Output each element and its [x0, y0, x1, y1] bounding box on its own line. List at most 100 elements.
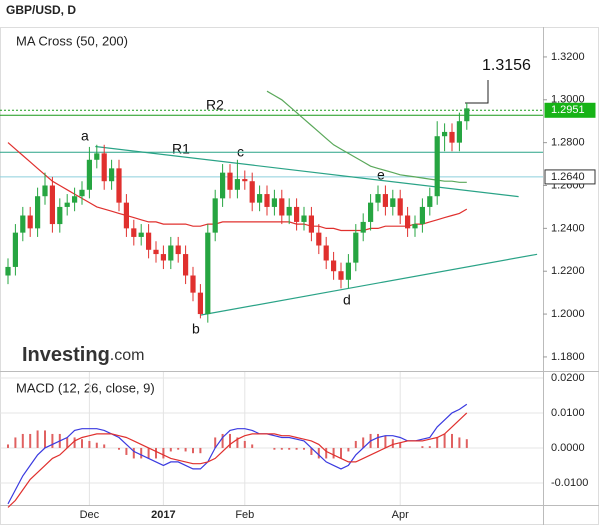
indicator-title: MA Cross (50, 200)	[16, 33, 128, 48]
candle-body	[168, 245, 174, 261]
candle-body	[57, 206, 63, 225]
histogram-bar	[288, 447, 291, 450]
histogram-bar	[177, 447, 180, 450]
y-tick-label: 0.0200	[551, 372, 585, 384]
annotation: e	[377, 167, 385, 183]
y-tick-label: 1.2200	[551, 265, 585, 277]
histogram-bar	[451, 433, 453, 448]
candle-body	[442, 131, 448, 137]
level-label-box	[544, 102, 596, 118]
histogram-bar	[103, 444, 106, 448]
histogram-bar	[21, 433, 24, 448]
annotation: R1	[172, 141, 190, 157]
histogram-bar	[169, 447, 172, 452]
histogram-bar	[354, 440, 357, 448]
candle-body	[183, 254, 189, 276]
level-label: 1.2951	[551, 104, 585, 116]
candle-body	[197, 292, 203, 315]
candle-body	[160, 254, 166, 261]
histogram-bar	[303, 447, 305, 450]
histogram-bar	[125, 447, 128, 455]
histogram-bar	[44, 430, 46, 448]
histogram-bar	[88, 440, 91, 448]
candle-body	[101, 153, 107, 182]
candle-body	[116, 168, 122, 203]
annotation: a	[81, 128, 89, 144]
candle-body	[368, 202, 374, 222]
histogram-bar	[243, 440, 246, 448]
ma-line	[266, 90, 467, 183]
histogram-bar	[280, 447, 283, 450]
candle-body	[64, 202, 70, 207]
candle-body	[382, 194, 388, 207]
y-tick-label: 1.2400	[551, 222, 585, 234]
candle-body	[49, 185, 55, 225]
candle-body	[353, 232, 359, 263]
candle-body	[205, 232, 211, 315]
candle-body	[12, 232, 18, 267]
ma-line	[7, 142, 468, 232]
histogram-bar	[29, 433, 32, 448]
candle-body	[153, 249, 159, 255]
candle-body	[5, 266, 11, 276]
histogram-bar	[399, 442, 402, 448]
annotation-pointer	[465, 80, 489, 104]
candle-body	[249, 181, 255, 203]
histogram-bar	[184, 447, 187, 452]
annotation: R2	[206, 97, 224, 113]
y-tick-label: 1.2800	[551, 137, 585, 149]
candle-body	[331, 260, 337, 272]
histogram-bar	[118, 447, 120, 450]
candle-body	[308, 215, 314, 233]
histogram-bar	[199, 447, 202, 454]
histogram-bar	[332, 447, 335, 459]
histogram-bar	[221, 433, 224, 448]
histogram-bar	[192, 447, 194, 454]
y-tick-label: 1.3200	[551, 51, 585, 63]
candle-body	[419, 206, 425, 225]
candle-body	[42, 185, 48, 197]
histogram-bar	[214, 437, 217, 448]
candle-body	[175, 245, 181, 255]
annotation: b	[192, 321, 200, 337]
histogram-bar	[51, 433, 54, 448]
candle-body	[286, 206, 292, 216]
level-label-box	[544, 169, 596, 185]
annotation: c	[237, 144, 244, 160]
candle-body	[279, 198, 285, 216]
histogram-bar	[162, 447, 165, 459]
candle-body	[227, 172, 233, 190]
x-tick-label: 2017	[151, 509, 175, 521]
candle-body	[323, 245, 329, 261]
histogram-bar	[295, 447, 298, 450]
candle-body	[456, 121, 462, 143]
candle-body	[72, 196, 78, 203]
histogram-bar	[465, 439, 468, 448]
histogram-bar	[147, 447, 150, 459]
candle-body	[35, 196, 41, 229]
macd-line	[7, 403, 468, 505]
signal-line	[7, 412, 468, 508]
frame	[0, 27, 599, 525]
candle-body	[264, 194, 270, 207]
candle-body	[234, 179, 240, 190]
histogram-bar	[458, 437, 461, 448]
histogram-bar	[362, 437, 365, 448]
histogram-bar	[377, 433, 379, 448]
histogram-bar	[428, 446, 431, 448]
histogram-bar	[7, 444, 9, 448]
candle-body	[427, 196, 433, 207]
y-tick-label: 0.0000	[551, 442, 585, 454]
histogram-bar	[317, 447, 320, 459]
chart-title: GBP/USD, D	[6, 3, 76, 17]
candle-body	[257, 194, 263, 203]
histogram-bar	[229, 433, 231, 448]
candle-body	[449, 131, 455, 143]
macd-title: MACD (12, 26, close, 9)	[16, 380, 155, 395]
histogram-bar	[132, 447, 135, 459]
candle-body	[301, 215, 307, 222]
histogram-bar	[81, 439, 83, 448]
histogram-bar	[340, 447, 342, 459]
y-tick-label: 1.3000	[551, 94, 585, 106]
candle-body	[390, 198, 396, 207]
